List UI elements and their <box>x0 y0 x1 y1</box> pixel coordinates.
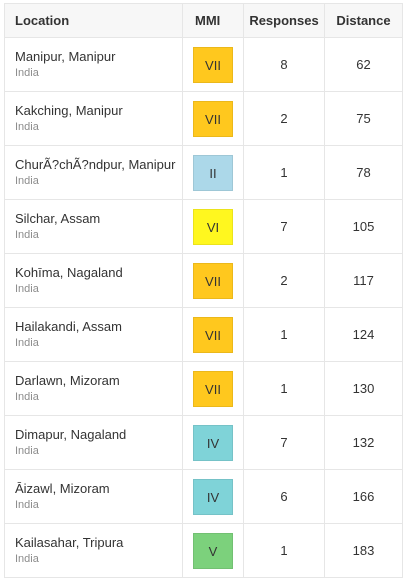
table-row: Kailasahar, Tripura India V 1 183 <box>4 523 403 578</box>
location-country: India <box>15 391 39 403</box>
location-cell: Dimapur, Nagaland India <box>4 415 183 470</box>
distance-cell: 132 <box>324 415 403 470</box>
location-country: India <box>15 175 39 187</box>
location-cell: Kailasahar, Tripura India <box>4 523 183 578</box>
distance-cell: 130 <box>324 361 403 416</box>
mmi-cell: VII <box>182 91 244 146</box>
table-row: Kakching, Manipur India VII 2 75 <box>4 91 403 146</box>
mmi-badge: VII <box>193 262 233 299</box>
responses-cell: 6 <box>243 469 325 524</box>
table-row: Hailakandi, Assam India VII 1 124 <box>4 307 403 362</box>
location-country: India <box>15 229 39 241</box>
distance-cell: 183 <box>324 523 403 578</box>
location-country: India <box>15 553 39 565</box>
header-row: Location MMI Responses Distance <box>4 3 403 38</box>
distance-cell: 117 <box>324 253 403 308</box>
responses-cell: 2 <box>243 253 325 308</box>
distance-cell: 105 <box>324 199 403 254</box>
responses-cell: 2 <box>243 91 325 146</box>
mmi-cell: VII <box>182 37 244 92</box>
location-name: Dimapur, Nagaland <box>15 427 127 442</box>
location-name: Kakching, Manipur <box>15 103 123 118</box>
location-cell: Kohīma, Nagaland India <box>4 253 183 308</box>
responses-cell: 1 <box>243 361 325 416</box>
location-country: India <box>15 337 39 349</box>
mmi-cell: VII <box>182 361 244 416</box>
mmi-badge: VII <box>193 46 233 83</box>
mmi-cell: IV <box>182 469 244 524</box>
location-name: Hailakandi, Assam <box>15 319 122 334</box>
location-cell: Hailakandi, Assam India <box>4 307 183 362</box>
location-name: Āizawl, Mizoram <box>15 481 110 496</box>
mmi-badge: II <box>193 154 233 191</box>
mmi-cell: II <box>182 145 244 200</box>
table-row: Darlawn, Mizoram India VII 1 130 <box>4 361 403 416</box>
mmi-cell: VII <box>182 307 244 362</box>
location-name: Manipur, Manipur <box>15 49 116 64</box>
distance-cell: 166 <box>324 469 403 524</box>
location-country: India <box>15 67 39 79</box>
location-name: Kohīma, Nagaland <box>15 265 123 280</box>
responses-cell: 1 <box>243 307 325 362</box>
distance-cell: 75 <box>324 91 403 146</box>
mmi-cell: VII <box>182 253 244 308</box>
location-country: India <box>15 445 39 457</box>
location-cell: Silchar, Assam India <box>4 199 183 254</box>
location-cell: Manipur, Manipur India <box>4 37 183 92</box>
header-location[interactable]: Location <box>4 3 183 38</box>
location-name: Darlawn, Mizoram <box>15 373 120 388</box>
distance-cell: 62 <box>324 37 403 92</box>
table-body: Manipur, Manipur India VII 8 62 Kakching, Man… <box>4 37 403 578</box>
mmi-badge: IV <box>193 424 233 461</box>
mmi-badge: VII <box>193 100 233 137</box>
mmi-cell: VI <box>182 199 244 254</box>
responses-cell: 7 <box>243 415 325 470</box>
table-row: Silchar, Assam India VI 7 105 <box>4 199 403 254</box>
mmi-badge: VII <box>193 316 233 353</box>
responses-cell: 7 <box>243 199 325 254</box>
responses-cell: 1 <box>243 523 325 578</box>
location-name: ChurÃ?chÃ?ndpur, Manipur <box>15 157 176 172</box>
mmi-badge: IV <box>193 478 233 515</box>
location-cell: Āizawl, Mizoram India <box>4 469 183 524</box>
mmi-badge: VI <box>193 208 233 245</box>
table-row: ChurÃ?chÃ?ndpur, Manipur India II 1 78 <box>4 145 403 200</box>
location-cell: ChurÃ?chÃ?ndpur, Manipur India <box>4 145 183 200</box>
location-cell: Darlawn, Mizoram India <box>4 361 183 416</box>
table-row: Āizawl, Mizoram India IV 6 166 <box>4 469 403 524</box>
table-row: Kohīma, Nagaland India VII 2 117 <box>4 253 403 308</box>
distance-cell: 78 <box>324 145 403 200</box>
distance-cell: 124 <box>324 307 403 362</box>
location-cell: Kakching, Manipur India <box>4 91 183 146</box>
location-name: Kailasahar, Tripura <box>15 535 124 550</box>
table-row: Dimapur, Nagaland India IV 7 132 <box>4 415 403 470</box>
header-responses[interactable]: Responses <box>243 3 325 38</box>
table-row: Manipur, Manipur India VII 8 62 <box>4 37 403 92</box>
header-mmi[interactable]: MMI <box>182 3 244 38</box>
location-country: India <box>15 499 39 511</box>
location-country: India <box>15 121 39 133</box>
location-name: Silchar, Assam <box>15 211 101 226</box>
responses-cell: 8 <box>243 37 325 92</box>
location-country: India <box>15 283 39 295</box>
mmi-cell: V <box>182 523 244 578</box>
table-header: Location MMI Responses Distance <box>4 3 403 38</box>
mmi-badge: V <box>193 532 233 569</box>
mmi-badge: VII <box>193 370 233 407</box>
responses-cell: 1 <box>243 145 325 200</box>
responses-table: Location MMI Responses Distance Manipur,… <box>4 3 403 578</box>
mmi-cell: IV <box>182 415 244 470</box>
header-distance[interactable]: Distance <box>324 3 403 38</box>
